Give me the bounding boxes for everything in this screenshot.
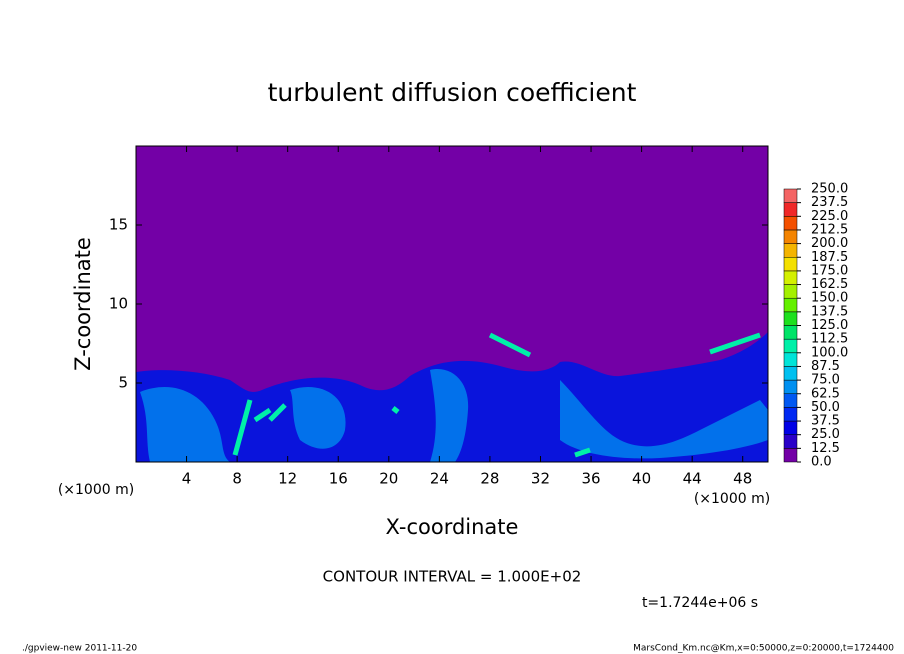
colorbar-label: 62.5 <box>811 386 840 401</box>
colorbar-bin <box>783 216 798 231</box>
x-tick-label: 28 <box>480 470 499 488</box>
colorbar-bin <box>783 379 798 395</box>
colorbar-label: 237.5 <box>811 195 848 210</box>
chart-title: turbulent diffusion coefficient <box>268 78 637 107</box>
colorbar-bin <box>783 407 798 422</box>
colorbar-bin <box>783 257 798 272</box>
y-axis-label: Z-coordinate <box>71 237 95 371</box>
field-high <box>232 332 761 458</box>
colorbar-bin <box>783 202 798 217</box>
colorbar-label: 225.0 <box>811 209 848 224</box>
colorbar-label: 250.0 <box>811 182 848 197</box>
x-tick-label: 48 <box>733 470 752 488</box>
colorbar-label: 37.5 <box>811 414 840 429</box>
colorbar-label: 125.0 <box>811 318 848 333</box>
field <box>135 145 769 463</box>
colorbar-label: 137.5 <box>811 304 848 319</box>
y-tick-label: 5 <box>118 374 128 392</box>
colorbar-bin <box>783 297 798 313</box>
colorbar-label: 25.0 <box>811 427 840 442</box>
colorbar-label: 50.0 <box>811 400 840 415</box>
y-tick-label: 15 <box>109 216 128 234</box>
x-tick-label: 16 <box>329 470 348 488</box>
x-tick-label: 32 <box>531 470 550 488</box>
x-axis-label: X-coordinate <box>386 515 519 539</box>
x-tick-label: 44 <box>683 470 702 488</box>
footer-left: ./gpview-new 2011-11-20 <box>22 644 137 654</box>
colorbar-label: 187.5 <box>811 250 848 265</box>
x-tick-label: 24 <box>430 470 449 488</box>
x-tick-label: 36 <box>581 470 600 488</box>
colorbar-label: 162.5 <box>811 277 848 292</box>
colorbar-bin <box>783 366 798 381</box>
colorbar-bin <box>783 393 798 408</box>
colorbar-label: 0.0 <box>811 455 832 470</box>
x-unit: (×1000 m) <box>58 482 134 498</box>
colorbar-bin <box>783 311 798 326</box>
colorbar-label: 100.0 <box>811 345 848 360</box>
contour-interval: CONTOUR INTERVAL = 1.000E+02 <box>323 568 582 586</box>
colorbar-label: 75.0 <box>811 373 840 388</box>
colorbar-label: 175.0 <box>811 263 848 278</box>
colorbar-label: 212.5 <box>811 222 848 237</box>
colorbar-bin <box>783 243 798 258</box>
colorbar-label: 87.5 <box>811 359 840 374</box>
footer-right: MarsCond_Km.nc@Km,x=0:50000,z=0:20000,t=… <box>633 644 894 654</box>
colorbar-label: 200.0 <box>811 236 848 251</box>
x-tick-label: 12 <box>278 470 297 488</box>
field-mid <box>140 369 768 462</box>
colorbar-bin <box>783 188 798 203</box>
x-tick-label: 20 <box>379 470 398 488</box>
colorbar-label: 12.5 <box>811 441 840 456</box>
x-tick-label: 4 <box>182 470 192 488</box>
colorbar-bin <box>783 284 798 299</box>
x-tick-label: 40 <box>632 470 651 488</box>
colorbar-bin <box>783 229 798 244</box>
colorbar-bin <box>783 270 798 285</box>
x-unit-right: (×1000 m) <box>694 491 770 507</box>
colorbar-label: 150.0 <box>811 291 848 306</box>
colorbar-bin <box>783 352 798 367</box>
colorbar-label: 112.5 <box>811 332 848 347</box>
colorbar-bin <box>783 448 798 463</box>
time-label: t=1.7244e+06 s <box>642 595 758 611</box>
colorbar-bin <box>783 325 798 340</box>
colorbar-bin <box>783 434 798 449</box>
colorbar-bin <box>783 420 798 435</box>
x-tick-label: 8 <box>232 470 242 488</box>
y-tick-label: 10 <box>109 295 128 313</box>
colorbar-bin <box>783 338 798 354</box>
